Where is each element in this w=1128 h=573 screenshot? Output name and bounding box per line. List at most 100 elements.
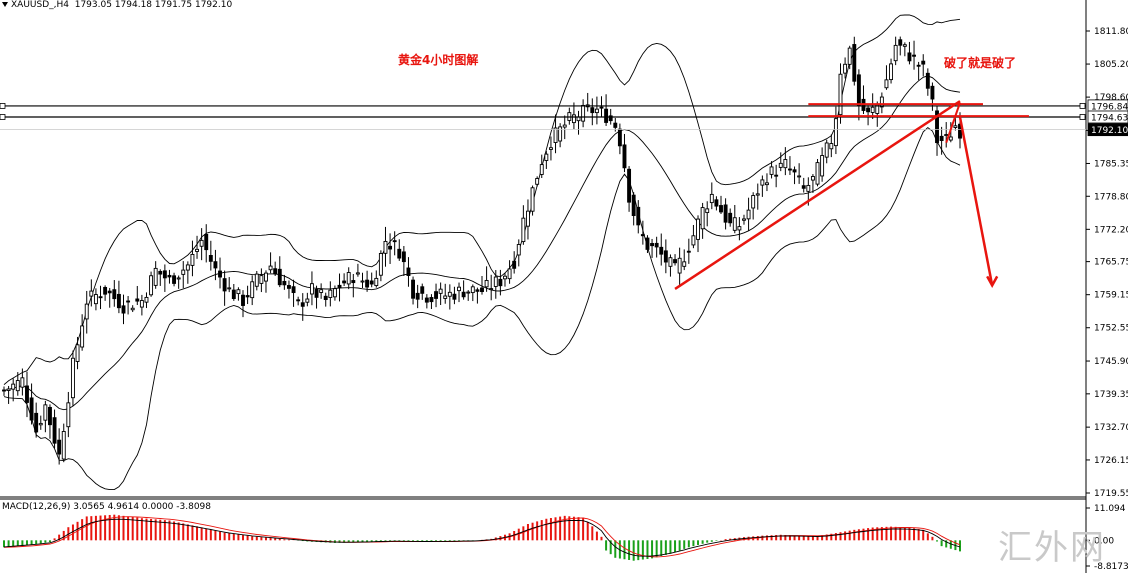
candle: [571, 102, 576, 130]
candle: [392, 231, 397, 256]
candle: [162, 264, 167, 292]
candle-body-down: [231, 289, 236, 300]
candle-body-down: [631, 194, 636, 217]
candle: [489, 274, 494, 301]
candle: [369, 272, 374, 288]
price-tick-label: 1765.75: [1094, 258, 1128, 268]
candle-body-up: [806, 184, 811, 192]
candle: [898, 36, 903, 56]
candle-body-up: [562, 124, 567, 128]
candle-body-up: [268, 265, 273, 271]
candle-body-down: [434, 291, 438, 299]
candle-body-up: [75, 344, 80, 362]
candle-body-up: [346, 272, 351, 285]
candle-body-up: [765, 182, 769, 186]
candle: [659, 233, 664, 266]
candle-body-down: [723, 204, 728, 223]
candle: [48, 404, 52, 439]
candle: [585, 92, 590, 112]
candle: [774, 164, 779, 188]
candle-body-up: [815, 162, 820, 185]
candle-body-down: [365, 279, 370, 288]
candle: [815, 158, 820, 187]
candle-body-down: [277, 268, 282, 286]
candle-body-up: [571, 114, 576, 124]
candle-body-down: [162, 270, 167, 279]
level-handle: [0, 114, 6, 120]
annotation-title: 黄金4小时图解: [398, 53, 479, 67]
dropdown-triangle-icon[interactable]: [2, 2, 8, 7]
candle-body-up: [737, 226, 742, 231]
candle-body-down: [218, 270, 222, 278]
candle: [792, 166, 797, 185]
candle-body-down: [650, 243, 655, 247]
candle-body-down: [98, 296, 103, 299]
candle: [93, 288, 98, 311]
candle: [185, 261, 190, 284]
candle: [337, 273, 342, 302]
price-tick-label: 1798.60: [1094, 93, 1128, 103]
candle-body-down: [452, 293, 457, 300]
candle: [820, 147, 825, 182]
candle: [84, 290, 89, 334]
candle-body-up: [438, 288, 443, 294]
candle: [365, 270, 370, 292]
candle: [282, 274, 287, 290]
candle-body-up: [66, 402, 71, 428]
candle-body-down: [213, 261, 218, 269]
candle: [15, 372, 20, 396]
candle-body-down: [801, 185, 806, 189]
candle-body-down: [135, 298, 140, 302]
candle: [668, 254, 673, 277]
down-arrow-shaft: [958, 116, 994, 286]
candle-body-up: [820, 155, 825, 177]
candle: [415, 284, 420, 309]
candle: [135, 285, 140, 305]
candle: [314, 285, 319, 309]
candle: [709, 182, 714, 210]
candle-body-down: [617, 128, 622, 147]
candle-body-down: [663, 250, 668, 263]
candle: [328, 281, 333, 307]
candle: [296, 296, 301, 306]
candle-body-up: [581, 104, 586, 122]
candle: [530, 185, 535, 216]
candle: [204, 224, 209, 263]
candle-body-up: [378, 252, 383, 276]
candle: [11, 378, 16, 402]
candle: [208, 240, 213, 271]
candle: [535, 176, 540, 187]
candle-body-down: [420, 286, 425, 294]
candle-body-up: [838, 73, 843, 116]
candle-body-down: [512, 260, 517, 269]
candle-body-up: [769, 166, 774, 175]
macd-main-line: [3, 518, 961, 557]
candle-body-down: [204, 234, 209, 251]
candle: [167, 269, 172, 284]
candle-body-up: [447, 291, 452, 297]
candle: [475, 287, 480, 304]
candle-body-down: [622, 144, 627, 169]
candle-body-up: [746, 209, 751, 220]
candle: [25, 371, 29, 418]
candle: [617, 123, 622, 155]
candle: [539, 154, 544, 179]
candle-body-down: [401, 251, 406, 263]
candle-body-up: [843, 63, 848, 74]
candle: [213, 249, 218, 281]
candle: [268, 252, 273, 274]
macd-tick-label: 0.00: [1094, 536, 1114, 546]
price-axis: 1811.801805.201798.601791.951785.351778.…: [1086, 27, 1128, 499]
candle: [507, 260, 512, 284]
candle: [902, 42, 907, 57]
candle: [254, 270, 259, 291]
candle: [199, 228, 204, 261]
price-tick-label: 1739.35: [1094, 390, 1128, 400]
candle-body-down: [245, 295, 250, 298]
candle-body-down: [411, 279, 416, 299]
candle: [686, 238, 691, 264]
candle: [287, 280, 291, 299]
candle-body-up: [548, 147, 553, 150]
candle-body-down: [369, 280, 374, 285]
